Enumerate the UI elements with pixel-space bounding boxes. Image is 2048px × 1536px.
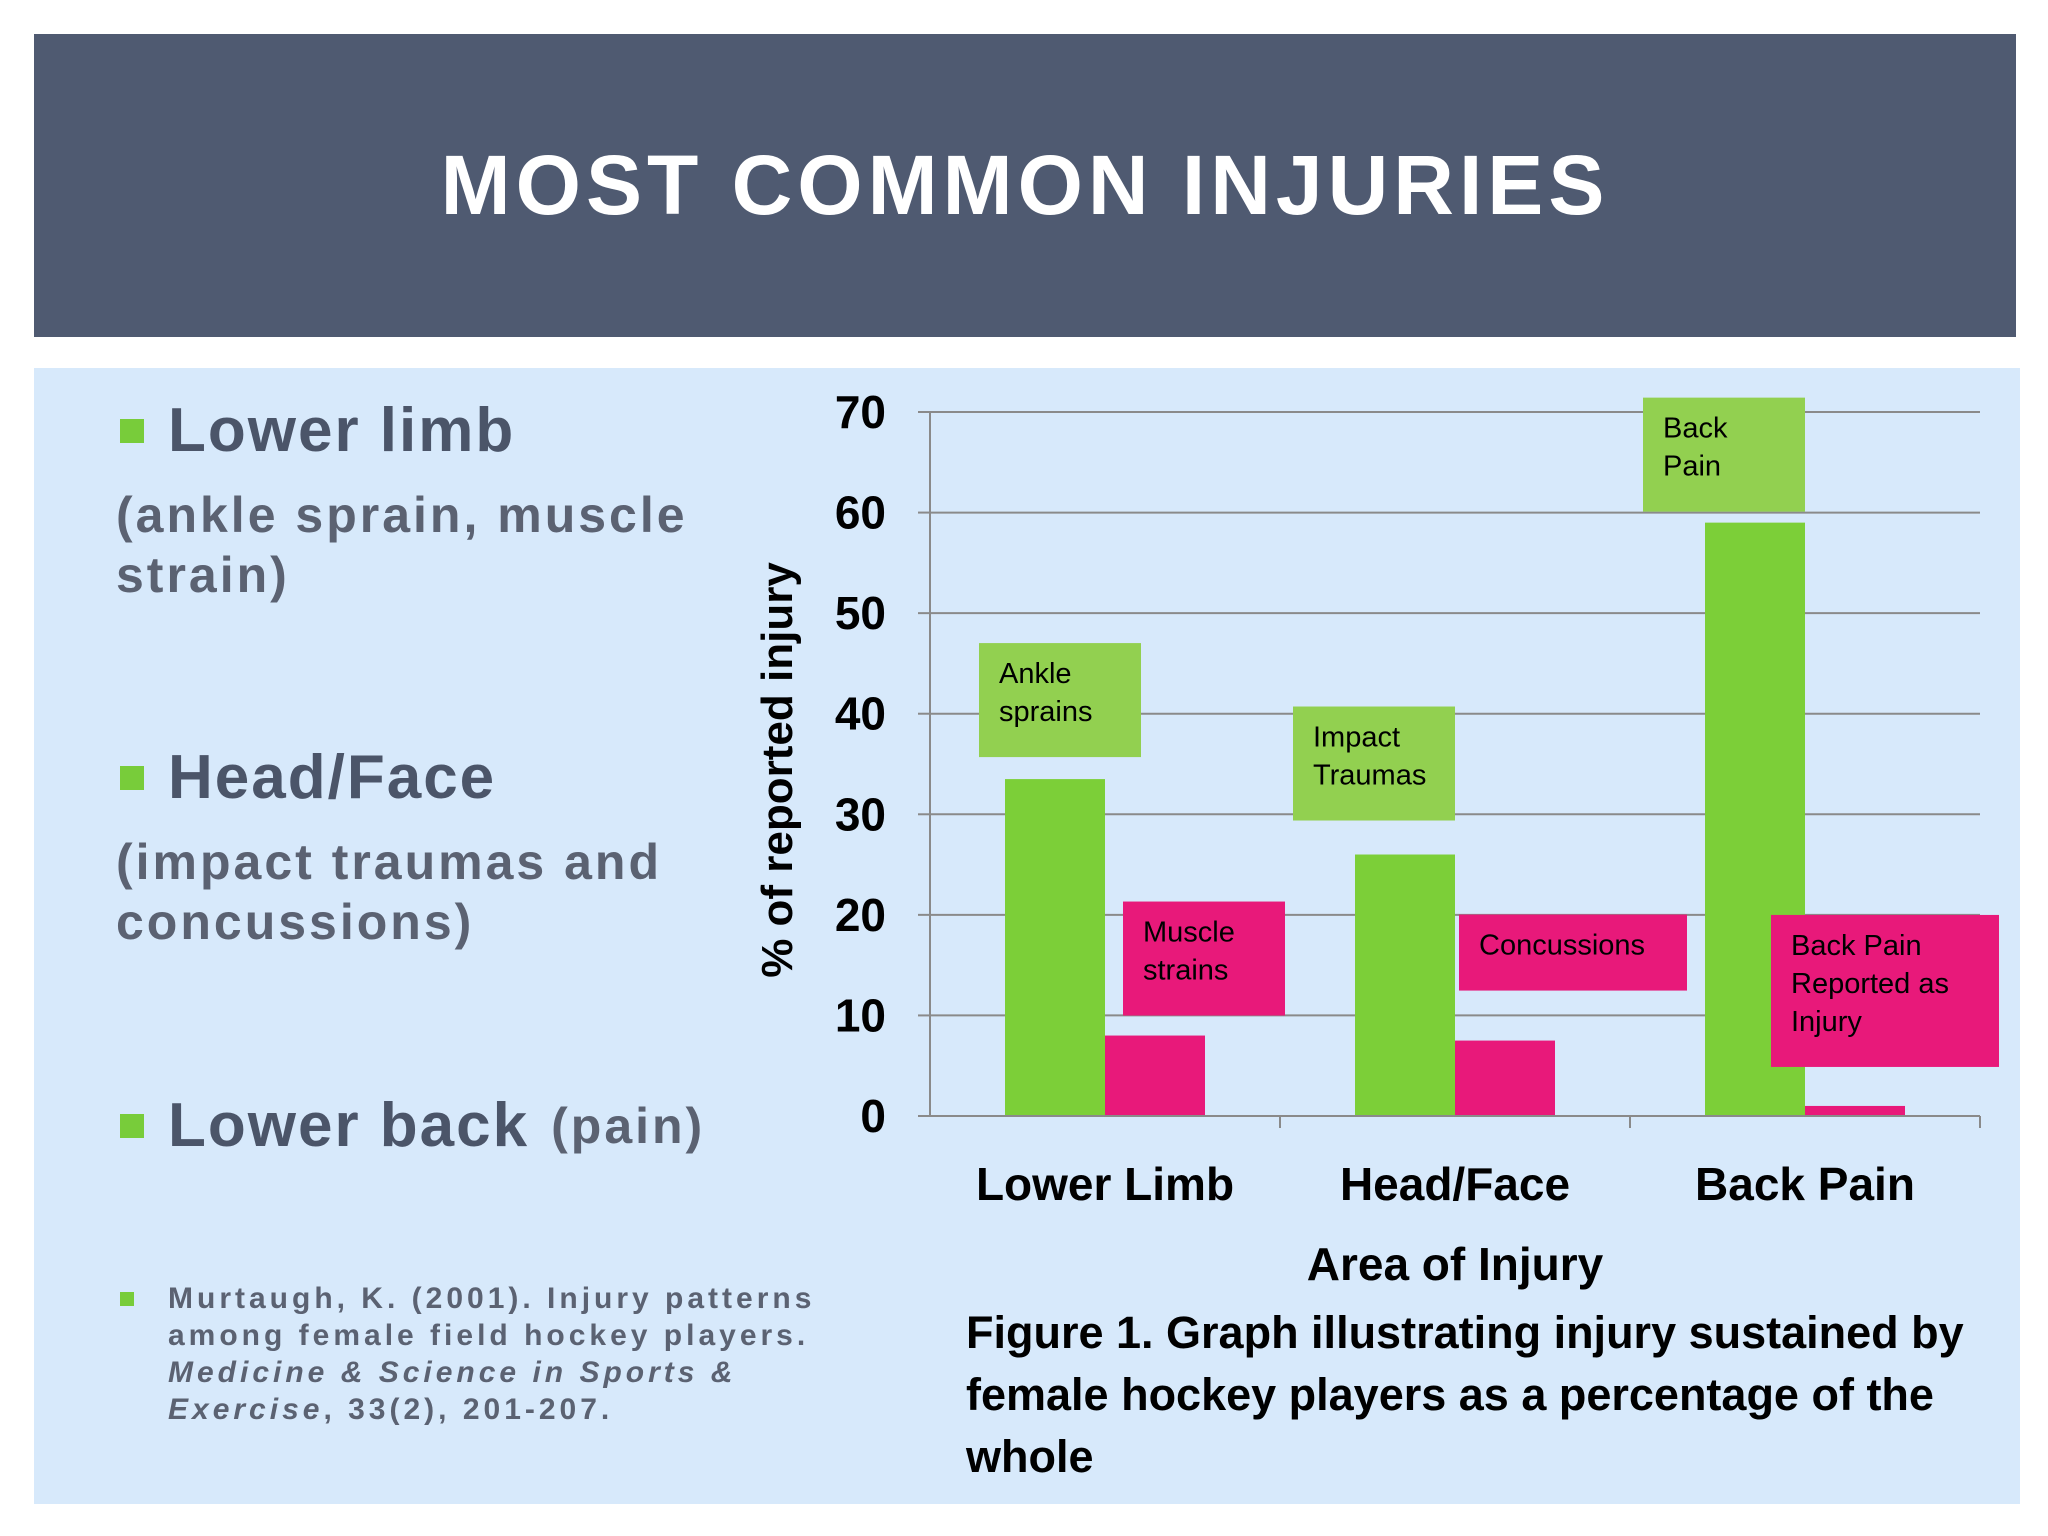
bullet-lower-back: Lower back (pain)	[120, 1090, 705, 1161]
bullet-head-face-sub: (impact traumas and concussions)	[116, 834, 663, 950]
bullet-square-icon	[120, 1113, 144, 1138]
bullet-lower-limb-head: Lower limb	[168, 396, 516, 465]
bullet-lower-limb: Lower limb	[120, 395, 515, 466]
bullet-square-icon	[120, 418, 144, 443]
figure-caption: Figure 1. Graph illustrating injury sust…	[966, 1307, 1964, 1482]
title-banner: MOST COMMON INJURIES	[34, 34, 2016, 337]
bullet-lower-limb-sub: (ankle sprain, muscle strain)	[116, 487, 688, 603]
citation-volume: , 33(2), 201-207.	[323, 1393, 614, 1426]
citation-bullet-icon	[120, 1292, 134, 1306]
citation: Murtaugh, K. (2001). Injury patterns amo…	[168, 1280, 888, 1428]
slide-title: MOST COMMON INJURIES	[440, 138, 1610, 232]
bullet-lower-back-suffix: (pain)	[551, 1097, 706, 1154]
bullet-head-face-head: Head/Face	[168, 743, 497, 812]
bullet-head-face: Head/Face	[120, 742, 496, 813]
bullet-square-icon	[120, 765, 144, 790]
bullet-lower-back-head: Lower back	[168, 1091, 530, 1160]
citation-journal: Medicine & Science in Sports & Exercise	[168, 1356, 737, 1426]
citation-text: Murtaugh, K. (2001). Injury patterns amo…	[168, 1282, 816, 1352]
